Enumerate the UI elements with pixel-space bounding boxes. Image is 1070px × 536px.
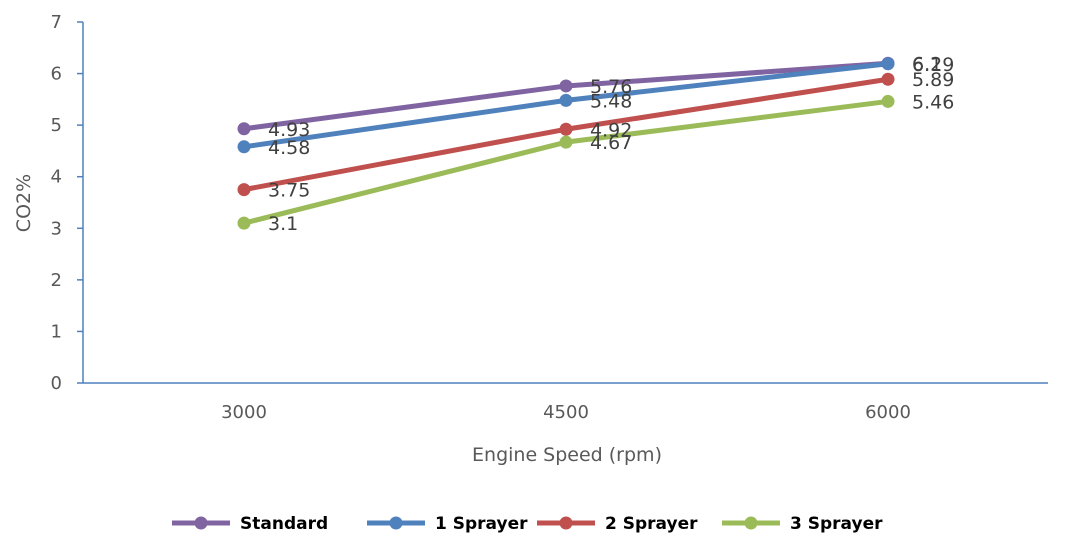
legend: Standard 1 Sprayer 2 Sprayer 3 Sprayer — [172, 514, 883, 534]
data-label: 4.67 — [590, 132, 632, 154]
x-axis-title: Engine Speed (rpm) — [472, 444, 662, 466]
legend-label: 2 Sprayer — [605, 514, 698, 534]
data-point — [559, 79, 573, 93]
y-tick-label: 5 — [51, 115, 62, 136]
data-label: 3.1 — [268, 213, 298, 235]
series-points — [237, 56, 895, 230]
x-tick-label: 6000 — [865, 402, 911, 423]
data-point — [559, 93, 573, 107]
data-point — [559, 135, 573, 149]
y-tick-label: 0 — [51, 373, 62, 394]
data-label: 5.89 — [912, 69, 954, 91]
y-tick-label: 6 — [51, 64, 62, 85]
y-axis-title: CO2% — [13, 174, 35, 232]
data-label: 5.46 — [912, 91, 954, 113]
y-tick-label: 1 — [51, 321, 62, 342]
y-ticks: 0 1 2 3 4 5 6 7 — [51, 12, 83, 394]
data-point — [881, 57, 895, 71]
data-label: 4.93 — [268, 119, 310, 141]
data-point — [237, 216, 251, 230]
data-label: 5.48 — [590, 90, 632, 112]
y-tick-label: 7 — [51, 12, 62, 33]
axes — [82, 22, 1048, 384]
x-tick-label: 3000 — [221, 402, 267, 423]
data-label: 6.19 — [912, 54, 954, 76]
legend-swatch-marker — [744, 516, 758, 530]
data-label: 4.58 — [268, 137, 310, 159]
y-tick-label: 3 — [51, 218, 62, 239]
legend-label: 3 Sprayer — [790, 514, 883, 534]
legend-label: 1 Sprayer — [435, 514, 528, 534]
legend-swatch-marker — [194, 516, 208, 530]
x-tick-label: 4500 — [543, 402, 589, 423]
data-label: 3.75 — [268, 180, 310, 202]
data-label: 4.92 — [590, 119, 632, 141]
legend-label: Standard — [240, 514, 328, 534]
data-label: 6.2 — [912, 53, 942, 75]
data-point — [881, 72, 895, 86]
legend-swatch-marker — [389, 516, 403, 530]
y-tick-label: 4 — [51, 167, 62, 188]
data-labels: 4.93 5.76 6.2 4.58 5.48 6.19 3.75 4.92 5.89 3.1 4.… — [268, 53, 954, 235]
data-point — [237, 140, 251, 154]
y-tick-label: 2 — [51, 270, 62, 291]
series-line-3-sprayer — [241, 98, 891, 226]
legend-swatch-marker — [559, 516, 573, 530]
data-point — [237, 122, 251, 136]
data-point — [881, 94, 895, 108]
x-ticks: 3000 4500 6000 — [221, 402, 911, 423]
data-label: 5.76 — [590, 76, 632, 98]
data-point — [237, 183, 251, 197]
data-point — [559, 122, 573, 136]
